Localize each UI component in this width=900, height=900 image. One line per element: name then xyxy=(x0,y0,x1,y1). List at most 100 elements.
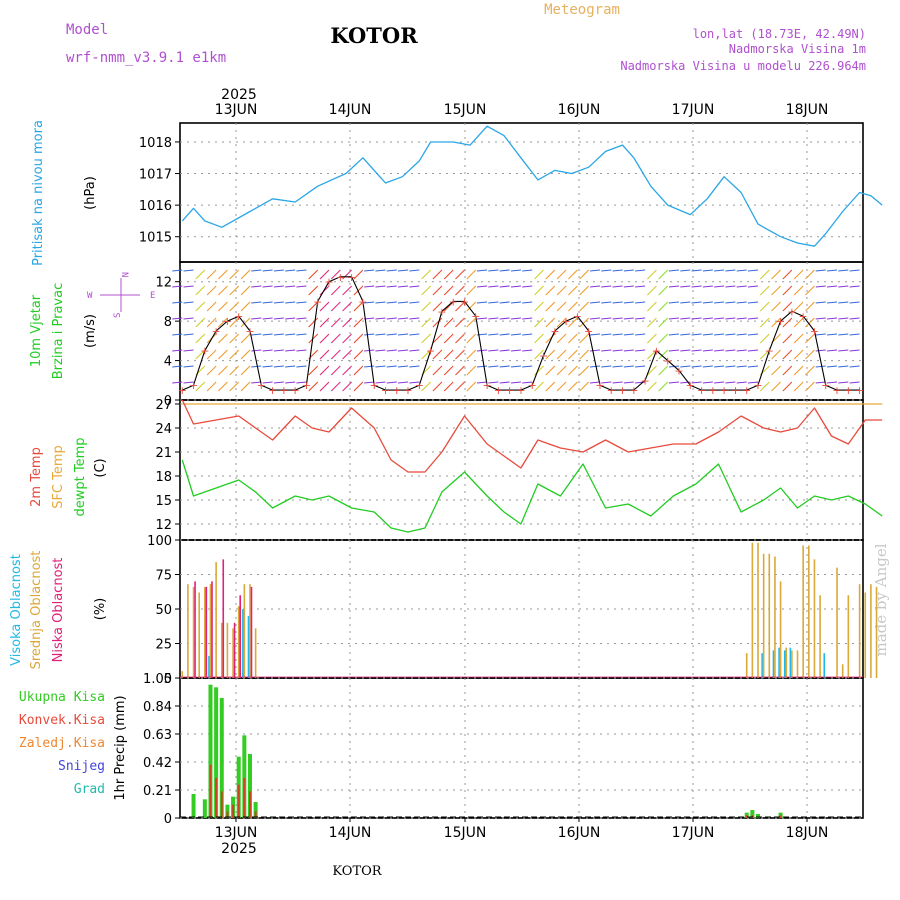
wind-arrow xyxy=(330,333,341,344)
wind-arrow xyxy=(443,333,454,344)
wind-arrow xyxy=(251,349,262,352)
wind-arrow xyxy=(488,301,499,304)
wind-arrow xyxy=(218,301,228,312)
wind-gust-marker: + xyxy=(358,295,367,308)
y-tick-label: 15 xyxy=(155,494,172,509)
wind-arrow xyxy=(443,269,454,280)
wind-arrow xyxy=(421,381,431,392)
wind-arrow xyxy=(522,269,533,272)
wind-arrow xyxy=(466,333,477,344)
wind-arrow xyxy=(510,365,521,368)
wind-arrow xyxy=(668,381,680,384)
wind-arrow xyxy=(623,269,634,272)
wind-arrow xyxy=(364,333,375,336)
wind-arrow xyxy=(319,349,330,360)
wind-arrow xyxy=(556,349,567,360)
wind-arrow xyxy=(397,381,409,384)
wind-arrow xyxy=(229,333,240,344)
wind-arrow xyxy=(589,317,601,320)
wind-arrow xyxy=(545,285,556,296)
wind-arrow xyxy=(838,333,849,336)
wind-arrow xyxy=(455,365,465,376)
wind-arrow xyxy=(262,301,273,304)
footer-station: KOTOR xyxy=(332,864,382,879)
wind-arrow xyxy=(195,317,206,328)
wind-arrow xyxy=(319,365,330,376)
wind-arrow xyxy=(747,301,759,304)
lonlat-text: lon,lat (18.73E, 42.49N) xyxy=(693,27,866,41)
wind-arrow xyxy=(285,365,296,368)
wind-arrow xyxy=(725,333,736,336)
wind-arrow xyxy=(815,365,826,368)
wind-unit: (m/s) xyxy=(83,314,98,348)
wind-arrow xyxy=(736,269,747,272)
wind-arrow xyxy=(273,349,284,352)
wind-arrow xyxy=(296,301,307,304)
wind-arrow xyxy=(782,317,793,328)
wind-arrow xyxy=(375,317,386,320)
wind-arrow xyxy=(466,269,477,280)
wind-arrow xyxy=(421,301,431,312)
wind-arrow xyxy=(635,333,646,336)
wind-arrow xyxy=(240,317,251,328)
x-tick-label-bottom: 15JUN xyxy=(444,825,487,841)
wind-arrow xyxy=(432,349,443,360)
precip-total-bar xyxy=(750,810,755,818)
wind-arrow xyxy=(826,333,838,336)
wind-arrow xyxy=(691,269,702,272)
wind-arrow xyxy=(793,269,804,280)
x-tick-label-bottom: 18JUN xyxy=(786,825,829,841)
wind-arrow xyxy=(556,285,567,296)
wind-arrow xyxy=(849,317,860,320)
wind-gust-marker: + xyxy=(381,384,390,397)
wind-speed-line xyxy=(182,276,860,391)
wind-arrow xyxy=(342,269,352,280)
wind-arrow xyxy=(183,301,194,304)
wind-arrow xyxy=(568,381,578,392)
wind-arrow xyxy=(534,317,544,328)
y-tick-label: 0 xyxy=(164,394,172,409)
compass-w: W xyxy=(87,291,93,301)
year-top: 2025 xyxy=(221,87,257,103)
wind-arrow xyxy=(409,269,420,272)
y-tick-label: 18 xyxy=(155,470,172,485)
x-tick-label-bottom: 14JUN xyxy=(329,825,372,841)
precip-conv-bar xyxy=(248,791,251,818)
wind-arrow xyxy=(771,317,781,328)
wind-arrow xyxy=(296,333,307,336)
wind-arrow xyxy=(702,285,713,288)
wind-arrow xyxy=(466,381,477,392)
wind-arrow xyxy=(499,333,510,336)
wind-arrow xyxy=(229,269,240,280)
wind-arrow xyxy=(499,317,510,320)
wind-gust-marker: + xyxy=(787,305,796,318)
wind-arrow xyxy=(635,349,646,352)
x-tick-label-bottom: 13JUN xyxy=(215,825,258,841)
wind-arrow xyxy=(477,269,488,272)
wind-arrow xyxy=(647,301,657,312)
wind-arrow xyxy=(579,285,590,296)
wind-arrow xyxy=(251,333,262,336)
wind-arrow xyxy=(782,301,793,312)
wind-arrow xyxy=(183,285,194,288)
wind-gust-marker: + xyxy=(742,384,751,397)
wind-arrow xyxy=(702,269,713,272)
wind-arrow xyxy=(623,349,634,352)
wind-arrow xyxy=(589,365,601,368)
wind-arrow xyxy=(691,333,702,336)
wind-arrow xyxy=(477,317,488,320)
wind-arrow xyxy=(353,381,364,392)
wind-arrow xyxy=(432,285,443,296)
axis-ticks: 13JUN 13JUN 14JUN 14JUN 15JUN 15JUN 16JUN 16JUN… xyxy=(139,102,828,841)
wind-arrow xyxy=(229,317,240,328)
meteogram-label: Meteogram xyxy=(544,2,620,18)
wind-gust-marker: + xyxy=(189,379,198,392)
wind-arrow xyxy=(421,317,431,328)
wind-arrow xyxy=(556,365,567,376)
wind-arrow xyxy=(668,301,680,304)
wind-arrow xyxy=(510,317,521,320)
wind-gust-marker: + xyxy=(426,345,435,358)
wind-arrow xyxy=(296,381,307,384)
wind-arrow xyxy=(714,301,725,304)
wind-arrow xyxy=(455,333,465,344)
